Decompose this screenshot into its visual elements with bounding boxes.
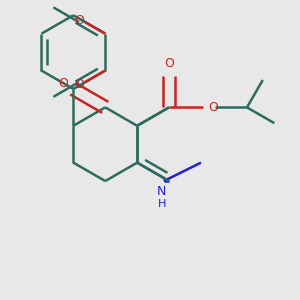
Text: N: N <box>157 185 166 198</box>
Text: O: O <box>74 14 84 26</box>
Text: O: O <box>208 101 218 114</box>
Text: O: O <box>58 77 68 90</box>
Text: H: H <box>158 199 166 209</box>
Text: O: O <box>164 57 174 70</box>
Text: O: O <box>74 78 84 91</box>
